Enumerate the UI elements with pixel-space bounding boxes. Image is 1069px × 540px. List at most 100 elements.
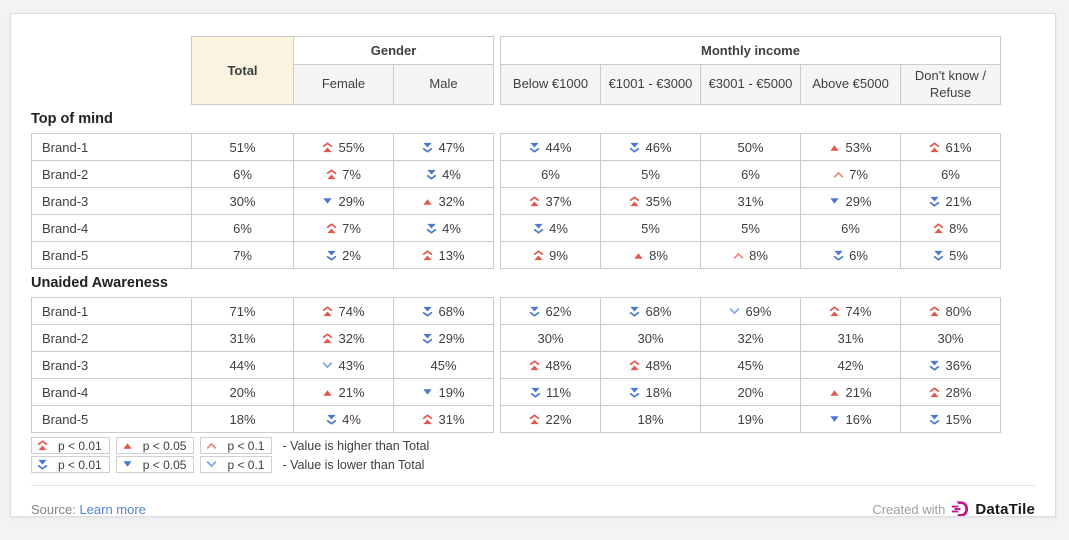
value-cell: 5% bbox=[900, 241, 1001, 269]
value-cell: 37% bbox=[500, 187, 601, 215]
value-cell: 19% bbox=[700, 405, 801, 433]
row-label: Brand-2 bbox=[31, 160, 192, 188]
table-row: Brand-5 7% 2% 13% bbox=[31, 241, 494, 269]
column-header-income: Above €5000 bbox=[800, 64, 901, 105]
value-cell: 6% bbox=[500, 160, 601, 188]
up2-arrow-icon bbox=[326, 222, 337, 233]
value-cell: 8% bbox=[600, 241, 701, 269]
up1-arrow-icon bbox=[123, 443, 132, 449]
down1-arrow-icon bbox=[830, 415, 840, 422]
down0-arrow-icon bbox=[323, 361, 333, 368]
value-cell: 51% bbox=[191, 133, 294, 161]
section-title: Top of mind bbox=[31, 111, 113, 127]
section-title: Unaided Awareness bbox=[31, 275, 168, 291]
legend-key-up2: p < 0.01 bbox=[31, 437, 110, 454]
awareness-table: Top of mind Brand-1 51% 55% 47% Brand-2 6% 7% 4%… bbox=[31, 105, 1035, 433]
value-cell: 31% bbox=[393, 405, 494, 433]
table-row: Brand-5 18% 4% 31% bbox=[31, 405, 494, 433]
up2-arrow-icon bbox=[530, 413, 540, 424]
table-row: Brand-3 30% 29% 32% bbox=[31, 187, 494, 215]
down2-arrow-icon bbox=[930, 196, 940, 207]
value-cell: 53% bbox=[800, 133, 901, 161]
value-cell: 35% bbox=[600, 187, 701, 215]
legend-note-lower: - Value is lower than Total bbox=[282, 457, 425, 472]
table-row: 62% 68% 69% 74% 80% bbox=[500, 297, 1001, 325]
down2-arrow-icon bbox=[833, 250, 844, 261]
table-row: Brand-4 20% 21% 19% bbox=[31, 378, 494, 406]
value-cell: 11% bbox=[500, 378, 601, 406]
up2-arrow-icon bbox=[930, 386, 940, 397]
up2-arrow-icon bbox=[530, 359, 540, 370]
value-cell: 30% bbox=[191, 187, 294, 215]
row-label: Brand-1 bbox=[31, 297, 192, 325]
value-cell: 18% bbox=[191, 405, 294, 433]
value-cell: 21% bbox=[293, 378, 394, 406]
value-cell: 13% bbox=[393, 241, 494, 269]
significance-legend: p < 0.01 p < 0.05 p < 0.1 - Value is higher… bbox=[31, 437, 1035, 473]
value-cell: 8% bbox=[900, 214, 1001, 242]
up2-arrow-icon bbox=[830, 305, 840, 316]
table-row: 22% 18% 19% 16% 15% bbox=[500, 405, 1001, 433]
up2-arrow-icon bbox=[930, 305, 940, 316]
down1-arrow-icon bbox=[830, 197, 840, 204]
table-row: 11% 18% 20% 21% 28% bbox=[500, 378, 1001, 406]
table-row: 4% 5% 5% 6% 8% bbox=[500, 214, 1001, 242]
value-cell: 44% bbox=[191, 351, 294, 379]
up0-arrow-icon bbox=[207, 442, 217, 449]
down2-arrow-icon bbox=[423, 142, 433, 153]
value-cell: 32% bbox=[700, 324, 801, 352]
down2-arrow-icon bbox=[423, 333, 433, 344]
down2-arrow-icon bbox=[423, 306, 433, 317]
value-cell: 20% bbox=[700, 378, 801, 406]
down2-arrow-icon bbox=[37, 459, 48, 470]
value-cell: 7% bbox=[191, 241, 294, 269]
table-row: 6% 5% 6% 7% 6% bbox=[500, 160, 1001, 188]
value-cell: 4% bbox=[393, 214, 494, 242]
up1-arrow-icon bbox=[830, 144, 840, 151]
value-cell: 48% bbox=[600, 351, 701, 379]
value-cell: 22% bbox=[500, 405, 601, 433]
up2-arrow-icon bbox=[37, 440, 48, 451]
down2-arrow-icon bbox=[630, 387, 640, 398]
value-cell: 32% bbox=[293, 324, 394, 352]
column-group-gender: Gender bbox=[293, 36, 494, 65]
row-label: Brand-5 bbox=[31, 405, 192, 433]
header-spacer bbox=[31, 36, 191, 105]
legend-row-lower: p < 0.01 p < 0.05 p < 0.1 - Value is lower … bbox=[31, 456, 1035, 473]
column-header-total: Total bbox=[191, 36, 294, 105]
down0-arrow-icon bbox=[207, 461, 217, 468]
value-cell: 4% bbox=[293, 405, 394, 433]
legend-note-higher: - Value is higher than Total bbox=[282, 438, 430, 453]
legend-key-down1: p < 0.05 bbox=[115, 456, 195, 473]
row-label: Brand-5 bbox=[31, 241, 192, 269]
value-cell: 8% bbox=[700, 241, 801, 269]
value-cell: 7% bbox=[800, 160, 901, 188]
up1-arrow-icon bbox=[830, 389, 840, 396]
table-row: 48% 48% 45% 42% 36% bbox=[500, 351, 1001, 379]
up0-arrow-icon bbox=[733, 252, 744, 259]
up1-arrow-icon bbox=[634, 252, 643, 259]
value-cell: 5% bbox=[600, 214, 701, 242]
table-row: Brand-2 6% 7% 4% bbox=[31, 160, 494, 188]
legend-key-up1: p < 0.05 bbox=[115, 437, 195, 454]
down2-arrow-icon bbox=[530, 387, 541, 398]
down2-arrow-icon bbox=[326, 250, 337, 261]
column-header-income: Below €1000 bbox=[500, 64, 601, 105]
row-label: Brand-3 bbox=[31, 351, 192, 379]
learn-more-link[interactable]: Learn more bbox=[79, 501, 146, 517]
down2-arrow-icon bbox=[930, 414, 940, 425]
up2-arrow-icon bbox=[323, 332, 333, 343]
datatile-logo-icon bbox=[951, 500, 969, 516]
value-cell: 30% bbox=[500, 324, 601, 352]
brand-name: DataTile bbox=[975, 500, 1035, 517]
row-label: Brand-3 bbox=[31, 187, 192, 215]
value-cell: 7% bbox=[293, 160, 394, 188]
value-cell: 16% bbox=[800, 405, 901, 433]
down2-arrow-icon bbox=[326, 414, 337, 425]
section-left-table: Brand-1 51% 55% 47% Brand-2 6% 7% 4% Brand-3 30% 2… bbox=[31, 133, 494, 269]
value-cell: 62% bbox=[500, 297, 601, 325]
column-header-male: Male bbox=[393, 64, 494, 105]
up2-arrow-icon bbox=[933, 222, 944, 233]
value-cell: 68% bbox=[600, 297, 701, 325]
table-row: Brand-3 44% 43% 45% bbox=[31, 351, 494, 379]
